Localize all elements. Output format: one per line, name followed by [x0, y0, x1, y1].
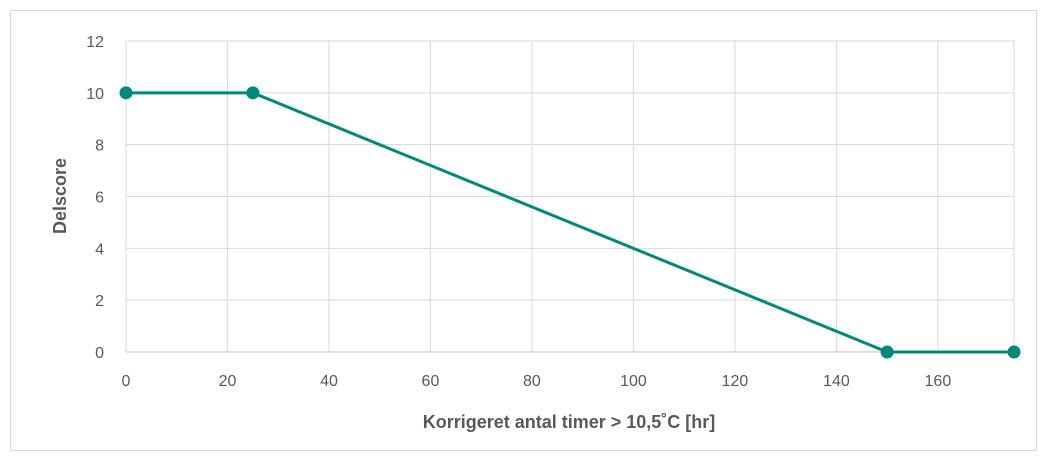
x-tick-label: 0: [122, 373, 131, 390]
x-axis-title: Korrigeret antal timer > 10,5˚C [hr]: [423, 412, 716, 432]
grid: [125, 40, 1015, 352]
y-tick-label: 6: [95, 190, 104, 207]
series-line: [124, 91, 1016, 354]
y-tick-label: 4: [95, 241, 104, 258]
y-tick-label: 8: [95, 138, 104, 155]
series: [119, 86, 1021, 359]
x-tick-label: 20: [219, 373, 237, 390]
x-tick-label: 60: [422, 373, 440, 390]
y-tick-label: 10: [86, 86, 104, 103]
data-point: [1007, 345, 1021, 359]
x-tick-label: 80: [523, 373, 541, 390]
data-point: [119, 86, 133, 100]
data-point: [880, 345, 894, 359]
data-point: [246, 86, 260, 100]
y-tick-label: 2: [95, 293, 104, 310]
x-tick-label: 140: [823, 373, 850, 390]
x-tick-label: 160: [925, 373, 952, 390]
x-tick-label: 40: [320, 373, 338, 390]
y-tick-label: 0: [95, 345, 104, 362]
chart-frame: [10, 10, 1037, 451]
x-tick-label: 120: [722, 373, 749, 390]
y-tick-label: 12: [86, 34, 104, 51]
y-axis-title: Delscore: [50, 158, 70, 234]
x-tick-label: 100: [620, 373, 647, 390]
